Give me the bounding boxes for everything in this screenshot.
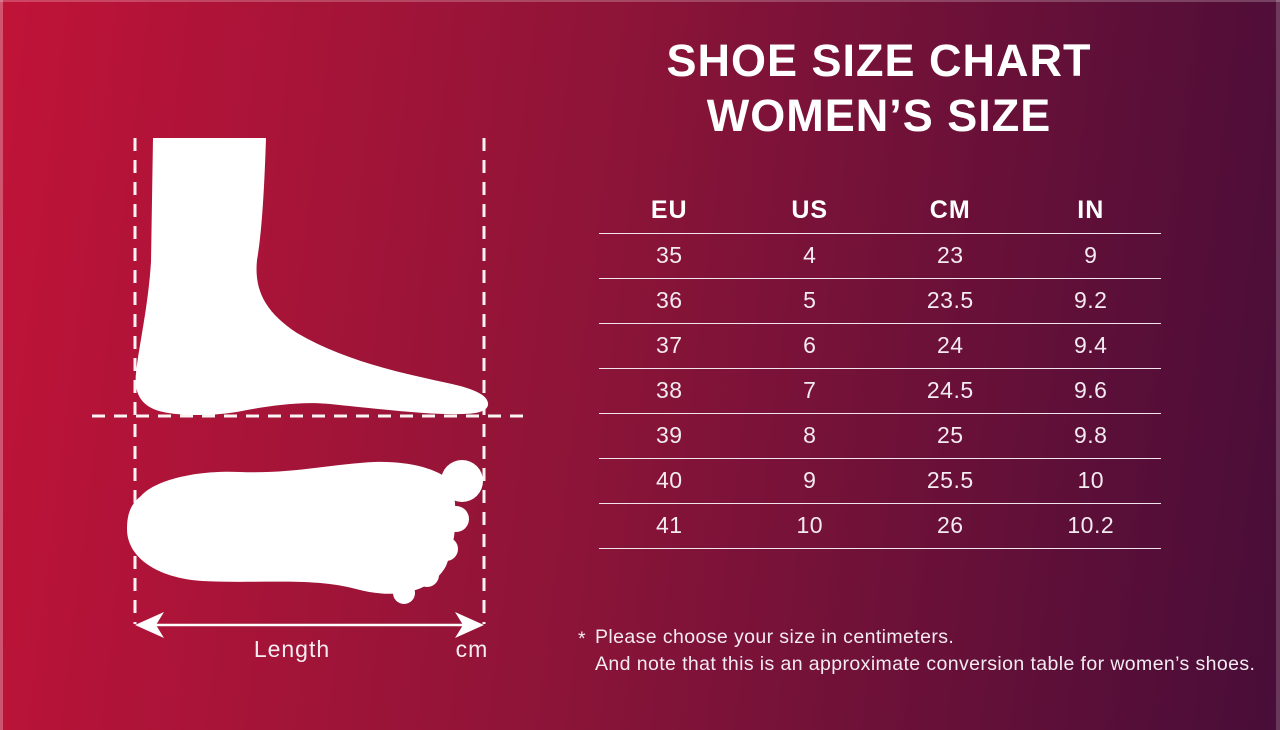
big-toe (441, 460, 483, 502)
third-toe (434, 537, 458, 561)
second-toe (443, 506, 469, 532)
table-row: 39 8 25 9.8 (599, 413, 1161, 459)
page-title-line2: WOMEN’S SIZE (706, 90, 1052, 141)
size-conversion-table: EU US CM IN 35 4 23 9 36 5 23.5 9.2 37 6… (599, 188, 1161, 549)
table-row: 38 7 24.5 9.6 (599, 368, 1161, 414)
column-header-cm: CM (880, 188, 1021, 234)
table-cell: 41 (599, 503, 740, 549)
arrowhead-left-icon (135, 612, 164, 638)
column-header-in: IN (1020, 188, 1161, 234)
table-cell: 9.2 (1020, 278, 1161, 324)
table-cell: 24 (880, 323, 1021, 369)
length-label: Length (254, 636, 330, 662)
column-header-us: US (739, 188, 880, 234)
table-cell: 8 (739, 413, 880, 459)
table-row: 35 4 23 9 (599, 233, 1161, 279)
table-row: 36 5 23.5 9.2 (599, 278, 1161, 324)
right-edge-highlight (1276, 0, 1280, 730)
table-cell: 25.5 (880, 458, 1021, 504)
foot-side-view-illustration (135, 138, 489, 416)
length-arrow (135, 612, 484, 638)
table-cell: 6 (739, 323, 880, 369)
cm-label: cm (456, 636, 489, 662)
footnote: * Please choose your size in centimeters… (578, 624, 1255, 678)
asterisk-marker: * (578, 628, 586, 650)
table-cell: 5 (739, 278, 880, 324)
table-cell: 9.4 (1020, 323, 1161, 369)
table-cell: 23.5 (880, 278, 1021, 324)
foot-measurement-diagram: Length cm (92, 138, 524, 662)
little-toe (393, 582, 415, 604)
table-cell: 39 (599, 413, 740, 459)
table-cell: 24.5 (880, 368, 1021, 414)
table-cell: 7 (739, 368, 880, 414)
page-title: SHOE SIZE CHART WOMEN’S SIZE (598, 33, 1160, 143)
table-cell: 37 (599, 323, 740, 369)
footnote-text: Please choose your size in centimeters. … (595, 624, 1255, 678)
table-header-row: EU US CM IN (599, 188, 1161, 234)
page-title-line1: SHOE SIZE CHART (666, 35, 1092, 86)
table-cell: 9.6 (1020, 368, 1161, 414)
left-edge-highlight (0, 0, 3, 730)
table-row: 40 9 25.5 10 (599, 458, 1161, 504)
arrowhead-right-icon (455, 612, 484, 638)
table-row: 37 6 24 9.4 (599, 323, 1161, 369)
table-cell: 9 (739, 458, 880, 504)
table-cell: 40 (599, 458, 740, 504)
table-cell: 23 (880, 233, 1021, 279)
footnote-line1: Please choose your size in centimeters. (595, 626, 955, 648)
table-cell: 38 (599, 368, 740, 414)
table-cell: 36 (599, 278, 740, 324)
column-header-eu: EU (599, 188, 740, 234)
table-cell: 9 (1020, 233, 1161, 279)
table-cell: 9.8 (1020, 413, 1161, 459)
table-cell: 25 (880, 413, 1021, 459)
table-cell: 10 (1020, 458, 1161, 504)
table-row: 41 10 26 10.2 (599, 503, 1161, 549)
footnote-line2: And note that this is an approximate con… (595, 653, 1256, 675)
table-cell: 4 (739, 233, 880, 279)
table-cell: 35 (599, 233, 740, 279)
table-cell: 10 (739, 503, 880, 549)
table-cell: 10.2 (1020, 503, 1161, 549)
footprint-top-view-illustration (127, 460, 483, 604)
table-cell: 26 (880, 503, 1021, 549)
fourth-toe (415, 563, 439, 587)
top-edge-highlight (0, 0, 1280, 2)
